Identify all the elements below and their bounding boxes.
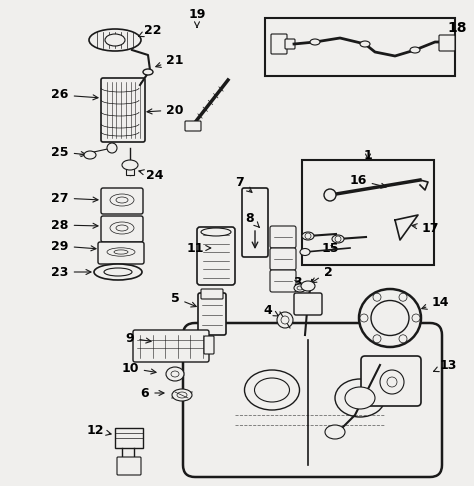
- Circle shape: [305, 233, 311, 239]
- Ellipse shape: [84, 151, 96, 159]
- Text: 13: 13: [434, 359, 456, 372]
- Text: 1: 1: [364, 149, 373, 161]
- Text: 15: 15: [321, 242, 339, 255]
- Text: 23: 23: [51, 265, 91, 278]
- FancyBboxPatch shape: [133, 330, 209, 362]
- Circle shape: [281, 316, 289, 324]
- FancyBboxPatch shape: [101, 216, 143, 242]
- FancyBboxPatch shape: [204, 336, 214, 354]
- Ellipse shape: [345, 387, 375, 409]
- Text: 3: 3: [294, 276, 302, 289]
- Text: 8: 8: [246, 211, 259, 227]
- FancyBboxPatch shape: [101, 188, 143, 214]
- Circle shape: [387, 377, 397, 387]
- Ellipse shape: [104, 268, 132, 276]
- Text: 17: 17: [412, 222, 439, 235]
- Text: 20: 20: [147, 104, 184, 117]
- Ellipse shape: [310, 39, 320, 45]
- FancyBboxPatch shape: [271, 34, 287, 54]
- Text: 27: 27: [51, 191, 98, 205]
- Text: 4: 4: [264, 303, 279, 316]
- Circle shape: [380, 370, 404, 394]
- FancyBboxPatch shape: [185, 121, 201, 131]
- FancyBboxPatch shape: [270, 226, 296, 248]
- Ellipse shape: [94, 264, 142, 280]
- Ellipse shape: [105, 34, 125, 46]
- FancyBboxPatch shape: [294, 293, 322, 315]
- FancyBboxPatch shape: [101, 78, 145, 142]
- Text: 2: 2: [311, 265, 332, 283]
- Circle shape: [324, 189, 336, 201]
- Ellipse shape: [171, 371, 179, 377]
- Text: 9: 9: [126, 331, 151, 345]
- Ellipse shape: [172, 389, 192, 401]
- Circle shape: [373, 293, 381, 301]
- FancyBboxPatch shape: [439, 35, 455, 51]
- Ellipse shape: [335, 379, 385, 417]
- Ellipse shape: [325, 425, 345, 439]
- Bar: [126, 165, 134, 175]
- Text: 18: 18: [447, 21, 467, 35]
- Ellipse shape: [332, 235, 344, 243]
- Ellipse shape: [294, 284, 306, 292]
- Text: 21: 21: [156, 53, 184, 68]
- Circle shape: [277, 312, 293, 328]
- Text: 11: 11: [186, 242, 211, 255]
- Ellipse shape: [143, 69, 153, 75]
- Text: 16: 16: [349, 174, 386, 188]
- Bar: [265, 18, 455, 76]
- Circle shape: [412, 314, 420, 322]
- Text: 24: 24: [139, 169, 164, 181]
- Circle shape: [373, 335, 381, 343]
- Ellipse shape: [245, 370, 300, 410]
- FancyBboxPatch shape: [183, 323, 442, 477]
- Circle shape: [399, 335, 407, 343]
- Circle shape: [360, 314, 368, 322]
- Text: 28: 28: [51, 219, 98, 231]
- Ellipse shape: [297, 286, 303, 290]
- Bar: [302, 160, 434, 265]
- Ellipse shape: [122, 160, 138, 170]
- Text: 25: 25: [51, 145, 86, 158]
- Ellipse shape: [177, 392, 187, 398]
- Ellipse shape: [302, 232, 314, 240]
- FancyBboxPatch shape: [98, 242, 144, 264]
- FancyBboxPatch shape: [198, 293, 226, 335]
- Text: 26: 26: [51, 88, 98, 102]
- FancyBboxPatch shape: [201, 289, 223, 299]
- FancyBboxPatch shape: [117, 457, 141, 475]
- Ellipse shape: [300, 248, 310, 256]
- Text: 5: 5: [171, 292, 196, 307]
- Circle shape: [335, 236, 341, 242]
- Ellipse shape: [301, 281, 315, 291]
- Ellipse shape: [371, 300, 409, 335]
- Ellipse shape: [255, 378, 290, 402]
- Text: 19: 19: [188, 8, 206, 27]
- Bar: [115, 428, 143, 448]
- Ellipse shape: [89, 29, 141, 51]
- Ellipse shape: [359, 289, 421, 347]
- Ellipse shape: [410, 47, 420, 53]
- FancyBboxPatch shape: [242, 188, 268, 257]
- Ellipse shape: [201, 228, 231, 236]
- Text: 10: 10: [121, 362, 156, 375]
- Ellipse shape: [166, 367, 184, 381]
- Text: 22: 22: [138, 23, 162, 36]
- Ellipse shape: [360, 41, 370, 47]
- FancyBboxPatch shape: [285, 39, 295, 49]
- FancyBboxPatch shape: [361, 356, 421, 406]
- Circle shape: [107, 143, 117, 153]
- Text: 6: 6: [141, 386, 164, 399]
- Text: 29: 29: [51, 240, 96, 253]
- FancyBboxPatch shape: [270, 270, 296, 292]
- Text: 7: 7: [236, 175, 252, 192]
- Circle shape: [399, 293, 407, 301]
- Text: 14: 14: [422, 295, 449, 309]
- FancyBboxPatch shape: [197, 227, 235, 285]
- Text: 12: 12: [86, 423, 111, 436]
- FancyBboxPatch shape: [270, 248, 296, 270]
